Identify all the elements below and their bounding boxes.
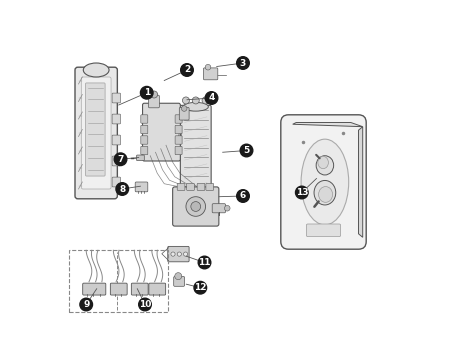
Circle shape: [151, 91, 158, 98]
FancyBboxPatch shape: [112, 135, 120, 145]
Bar: [69, 250, 168, 312]
FancyBboxPatch shape: [83, 283, 106, 295]
FancyBboxPatch shape: [175, 136, 182, 144]
Text: 3: 3: [240, 58, 246, 68]
Circle shape: [140, 86, 153, 99]
Ellipse shape: [83, 63, 109, 77]
Text: 1: 1: [144, 88, 150, 97]
FancyBboxPatch shape: [175, 146, 182, 155]
FancyBboxPatch shape: [206, 183, 213, 190]
Text: 13: 13: [296, 188, 308, 197]
Text: 4: 4: [208, 93, 215, 103]
Ellipse shape: [316, 156, 334, 175]
Circle shape: [171, 252, 175, 256]
Circle shape: [181, 64, 193, 76]
FancyBboxPatch shape: [180, 105, 211, 192]
Ellipse shape: [301, 139, 349, 225]
Circle shape: [205, 64, 211, 70]
FancyBboxPatch shape: [112, 93, 120, 103]
FancyBboxPatch shape: [197, 183, 205, 190]
Polygon shape: [359, 127, 363, 237]
Circle shape: [202, 97, 209, 104]
Text: 8: 8: [119, 184, 126, 194]
FancyBboxPatch shape: [112, 177, 120, 187]
FancyBboxPatch shape: [186, 183, 194, 190]
FancyBboxPatch shape: [141, 115, 148, 123]
FancyBboxPatch shape: [306, 224, 341, 237]
FancyBboxPatch shape: [173, 187, 219, 226]
FancyBboxPatch shape: [75, 67, 117, 199]
Text: 6: 6: [240, 191, 246, 201]
FancyBboxPatch shape: [281, 115, 366, 249]
Circle shape: [205, 92, 218, 104]
Circle shape: [198, 256, 211, 269]
FancyBboxPatch shape: [175, 125, 182, 134]
Text: 10: 10: [139, 300, 151, 309]
FancyBboxPatch shape: [137, 155, 144, 161]
FancyBboxPatch shape: [148, 95, 159, 108]
FancyBboxPatch shape: [174, 276, 185, 286]
Circle shape: [237, 190, 249, 202]
FancyBboxPatch shape: [141, 146, 148, 155]
FancyBboxPatch shape: [175, 115, 182, 123]
FancyBboxPatch shape: [135, 182, 148, 192]
FancyBboxPatch shape: [141, 136, 148, 144]
FancyBboxPatch shape: [149, 283, 166, 295]
Circle shape: [295, 186, 308, 199]
Text: 12: 12: [194, 283, 206, 292]
Ellipse shape: [318, 156, 328, 169]
Ellipse shape: [319, 187, 332, 202]
FancyBboxPatch shape: [110, 283, 127, 295]
FancyBboxPatch shape: [141, 125, 148, 134]
FancyBboxPatch shape: [112, 114, 120, 124]
Circle shape: [116, 183, 128, 195]
Circle shape: [177, 252, 181, 256]
Circle shape: [225, 205, 230, 211]
Circle shape: [240, 144, 253, 157]
FancyBboxPatch shape: [86, 83, 105, 176]
Circle shape: [186, 197, 206, 216]
FancyBboxPatch shape: [143, 103, 180, 161]
FancyBboxPatch shape: [177, 183, 185, 190]
FancyBboxPatch shape: [112, 156, 120, 166]
Circle shape: [192, 97, 199, 104]
Circle shape: [184, 252, 188, 256]
Circle shape: [80, 298, 93, 311]
Ellipse shape: [183, 102, 208, 111]
FancyBboxPatch shape: [168, 246, 189, 262]
Text: 7: 7: [117, 155, 124, 164]
Text: 9: 9: [83, 300, 89, 309]
Circle shape: [139, 298, 151, 311]
Circle shape: [182, 97, 189, 104]
Circle shape: [175, 273, 182, 280]
Circle shape: [191, 202, 201, 211]
Polygon shape: [292, 122, 363, 127]
FancyBboxPatch shape: [131, 283, 148, 295]
FancyBboxPatch shape: [212, 204, 226, 213]
FancyBboxPatch shape: [81, 77, 111, 189]
FancyBboxPatch shape: [204, 68, 218, 80]
FancyBboxPatch shape: [179, 107, 189, 120]
Circle shape: [114, 153, 127, 166]
Ellipse shape: [314, 181, 336, 205]
Circle shape: [181, 106, 187, 111]
Text: 11: 11: [198, 258, 211, 267]
Text: 2: 2: [184, 65, 190, 75]
Circle shape: [194, 281, 206, 294]
Text: 5: 5: [243, 146, 250, 155]
Circle shape: [237, 57, 249, 69]
